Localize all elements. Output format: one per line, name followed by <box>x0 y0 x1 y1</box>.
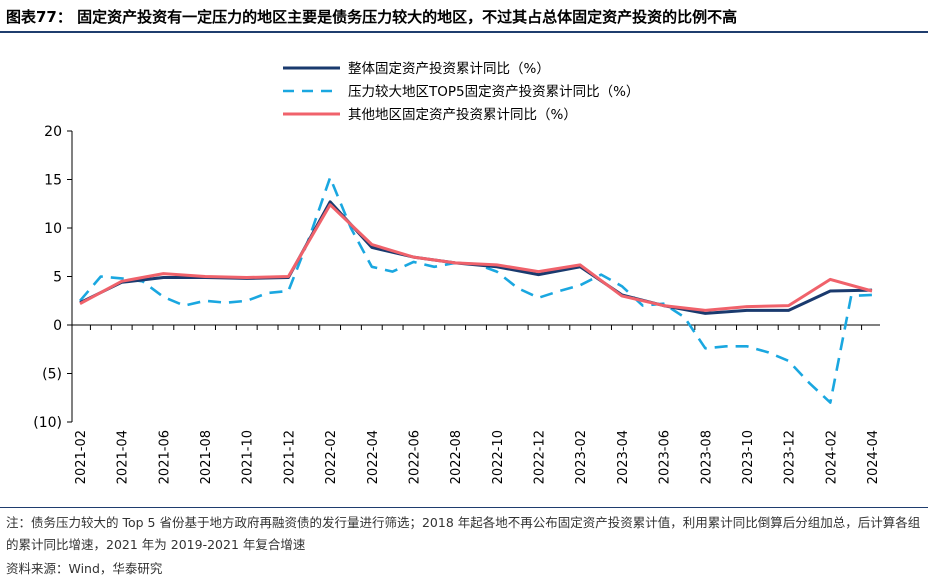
x-tick-label: 2024-02 <box>824 430 839 484</box>
x-tick-label: 2021-08 <box>199 430 214 484</box>
x-tick-label: 2023-12 <box>783 430 798 484</box>
series-line-2 <box>79 176 873 404</box>
x-tick-label: 2022-10 <box>491 430 506 484</box>
x-tick-label: 2021-02 <box>74 430 89 484</box>
x-tick-label: 2022-06 <box>407 430 422 484</box>
x-tick-label: 2022-12 <box>533 430 548 484</box>
title-divider <box>0 31 928 33</box>
x-tick-label: 2023-06 <box>658 430 673 484</box>
x-tick-label: 2021-06 <box>157 430 172 484</box>
legend-label-2: 压力较大地区TOP5固定资产投资累计同比（%） <box>348 84 639 100</box>
chart-title: 图表77： 固定资产投资有一定压力的地区主要是债务压力较大的地区，不过其占总体固… <box>6 8 738 26</box>
x-tick-label: 2021-12 <box>282 430 297 484</box>
chart-series <box>79 176 873 404</box>
line-chart: 整体固定资产投资累计同比（%） 压力较大地区TOP5固定资产投资累计同比（%） 其他… <box>33 61 881 484</box>
chart-source: 资料来源：Wind，华泰研究 <box>6 561 163 576</box>
x-tick-label: 2022-08 <box>449 430 464 484</box>
x-tick-label: 2023-02 <box>574 430 589 484</box>
y-tick-label: (10) <box>33 415 62 431</box>
y-tick-label: 20 <box>44 124 62 140</box>
x-tick-label: 2024-04 <box>866 430 881 484</box>
x-tick-label: 2021-04 <box>116 430 131 484</box>
chart-note: 注：债务压力较大的 Top 5 省份基于地方政府再融资债的发行量进行筛选；201… <box>6 515 921 552</box>
y-tick-label: 0 <box>53 318 62 334</box>
y-tick-label: 15 <box>44 173 62 189</box>
chart-axes: (10) (5) 0 5 10 15 20 2021-02 2021-04 2021-06 2021… <box>33 124 881 484</box>
legend-label-1: 整体固定资产投资累计同比（%） <box>348 61 550 77</box>
series-line-3 <box>79 203 873 312</box>
y-tick-label: (5) <box>42 367 62 383</box>
x-tick-label: 2023-10 <box>741 430 756 484</box>
y-tick-label: 10 <box>44 221 62 237</box>
x-tick-label: 2022-02 <box>324 430 339 484</box>
x-tick-label: 2023-08 <box>699 430 714 484</box>
y-tick-label: 5 <box>53 270 62 286</box>
x-tick-label: 2021-10 <box>241 430 256 484</box>
x-tick-label: 2023-04 <box>616 430 631 484</box>
series-line-1 <box>79 200 873 315</box>
legend-label-3: 其他地区固定资产投资累计同比（%） <box>348 107 577 123</box>
footer-divider <box>0 507 928 508</box>
chart-legend: 整体固定资产投资累计同比（%） 压力较大地区TOP5固定资产投资累计同比（%） 其他… <box>283 61 639 123</box>
x-tick-label: 2022-04 <box>366 430 381 484</box>
